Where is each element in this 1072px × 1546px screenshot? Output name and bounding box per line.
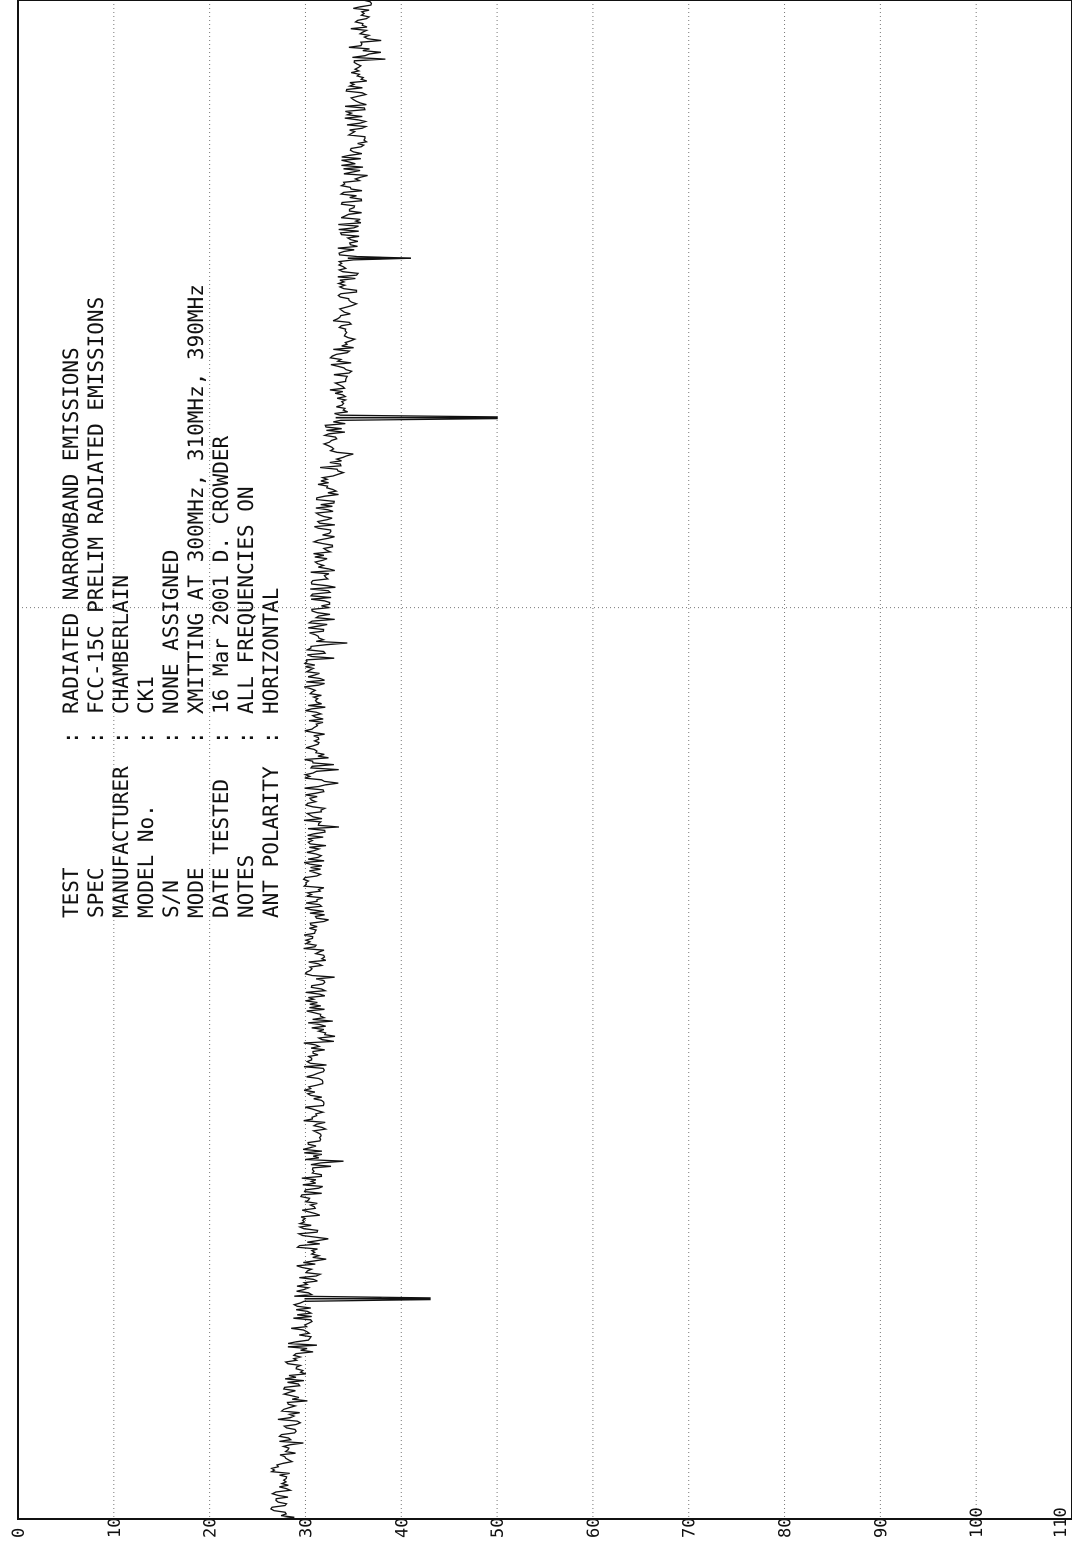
info-value-0: RADIATED NARROWBAND EMISSIONS [59, 347, 83, 714]
y-tick-label-100: 100 [967, 1507, 987, 1538]
info-value-8: HORIZONTAL [259, 588, 283, 714]
y-tick-label-70: 70 [680, 1518, 700, 1538]
y-tick-label-0: 0 [9, 1528, 29, 1538]
info-value-5: XMITTING AT 300MHz, 310MHz, 390MHz [184, 284, 208, 714]
info-value-3: CK1 [134, 676, 158, 714]
info-colon-6: : [209, 731, 233, 744]
info-value-6: 16 Mar 2001 D. CROWDER [209, 435, 233, 714]
info-label-0: TEST [59, 867, 83, 918]
grid-lines [18, 0, 1072, 1519]
info-label-7: NOTES [234, 855, 258, 918]
info-colon-2: : [109, 731, 133, 744]
info-label-5: MODE [184, 867, 208, 918]
info-value-1: FCC-15C PRELIM RADIATED EMISSIONS [84, 297, 108, 714]
info-label-2: MANUFACTURER [109, 766, 133, 918]
info-value-2: CHAMBERLAIN [109, 575, 133, 714]
plot-frame [17, 0, 1072, 1520]
trace [269, 0, 498, 1520]
y-tick-label-20: 20 [201, 1518, 221, 1538]
info-label-1: SPEC [84, 867, 108, 918]
info-colon-4: : [159, 731, 183, 744]
info-colon-0: : [59, 731, 83, 744]
info-colon-1: : [84, 731, 108, 744]
y-tick-label-30: 30 [296, 1518, 316, 1538]
info-colon-3: : [134, 731, 158, 744]
info-colon-7: : [234, 731, 258, 744]
info-label-6: DATE TESTED [209, 779, 233, 918]
y-tick-label-110: 110 [1051, 1507, 1071, 1538]
y-tick-label-10: 10 [105, 1518, 125, 1538]
info-value-4: NONE ASSIGNED [159, 550, 183, 714]
info-value-7: ALL FREQUENCIES ON [234, 486, 258, 714]
y-tick-label-50: 50 [488, 1518, 508, 1538]
y-tick-label-90: 90 [871, 1518, 891, 1538]
y-tick-label-60: 60 [584, 1518, 604, 1538]
test-info-block: TEST: RADIATED NARROWBAND EMISSIONS SPEC: F… [59, 284, 283, 918]
y-tick-label-80: 80 [776, 1518, 796, 1538]
info-colon-8: : [259, 731, 283, 744]
y-axis-ticks: 0 10 20 30 40 50 60 70 80 90 100 110 [9, 1507, 1071, 1538]
info-label-3: MODEL No. [134, 804, 158, 918]
y-tick-label-40: 40 [392, 1518, 412, 1538]
info-colon-5: : [184, 731, 208, 744]
emission-trace-line [269, 0, 498, 1520]
info-label-8: ANT POLARITY [259, 766, 283, 918]
info-label-4: S/N [159, 880, 183, 918]
